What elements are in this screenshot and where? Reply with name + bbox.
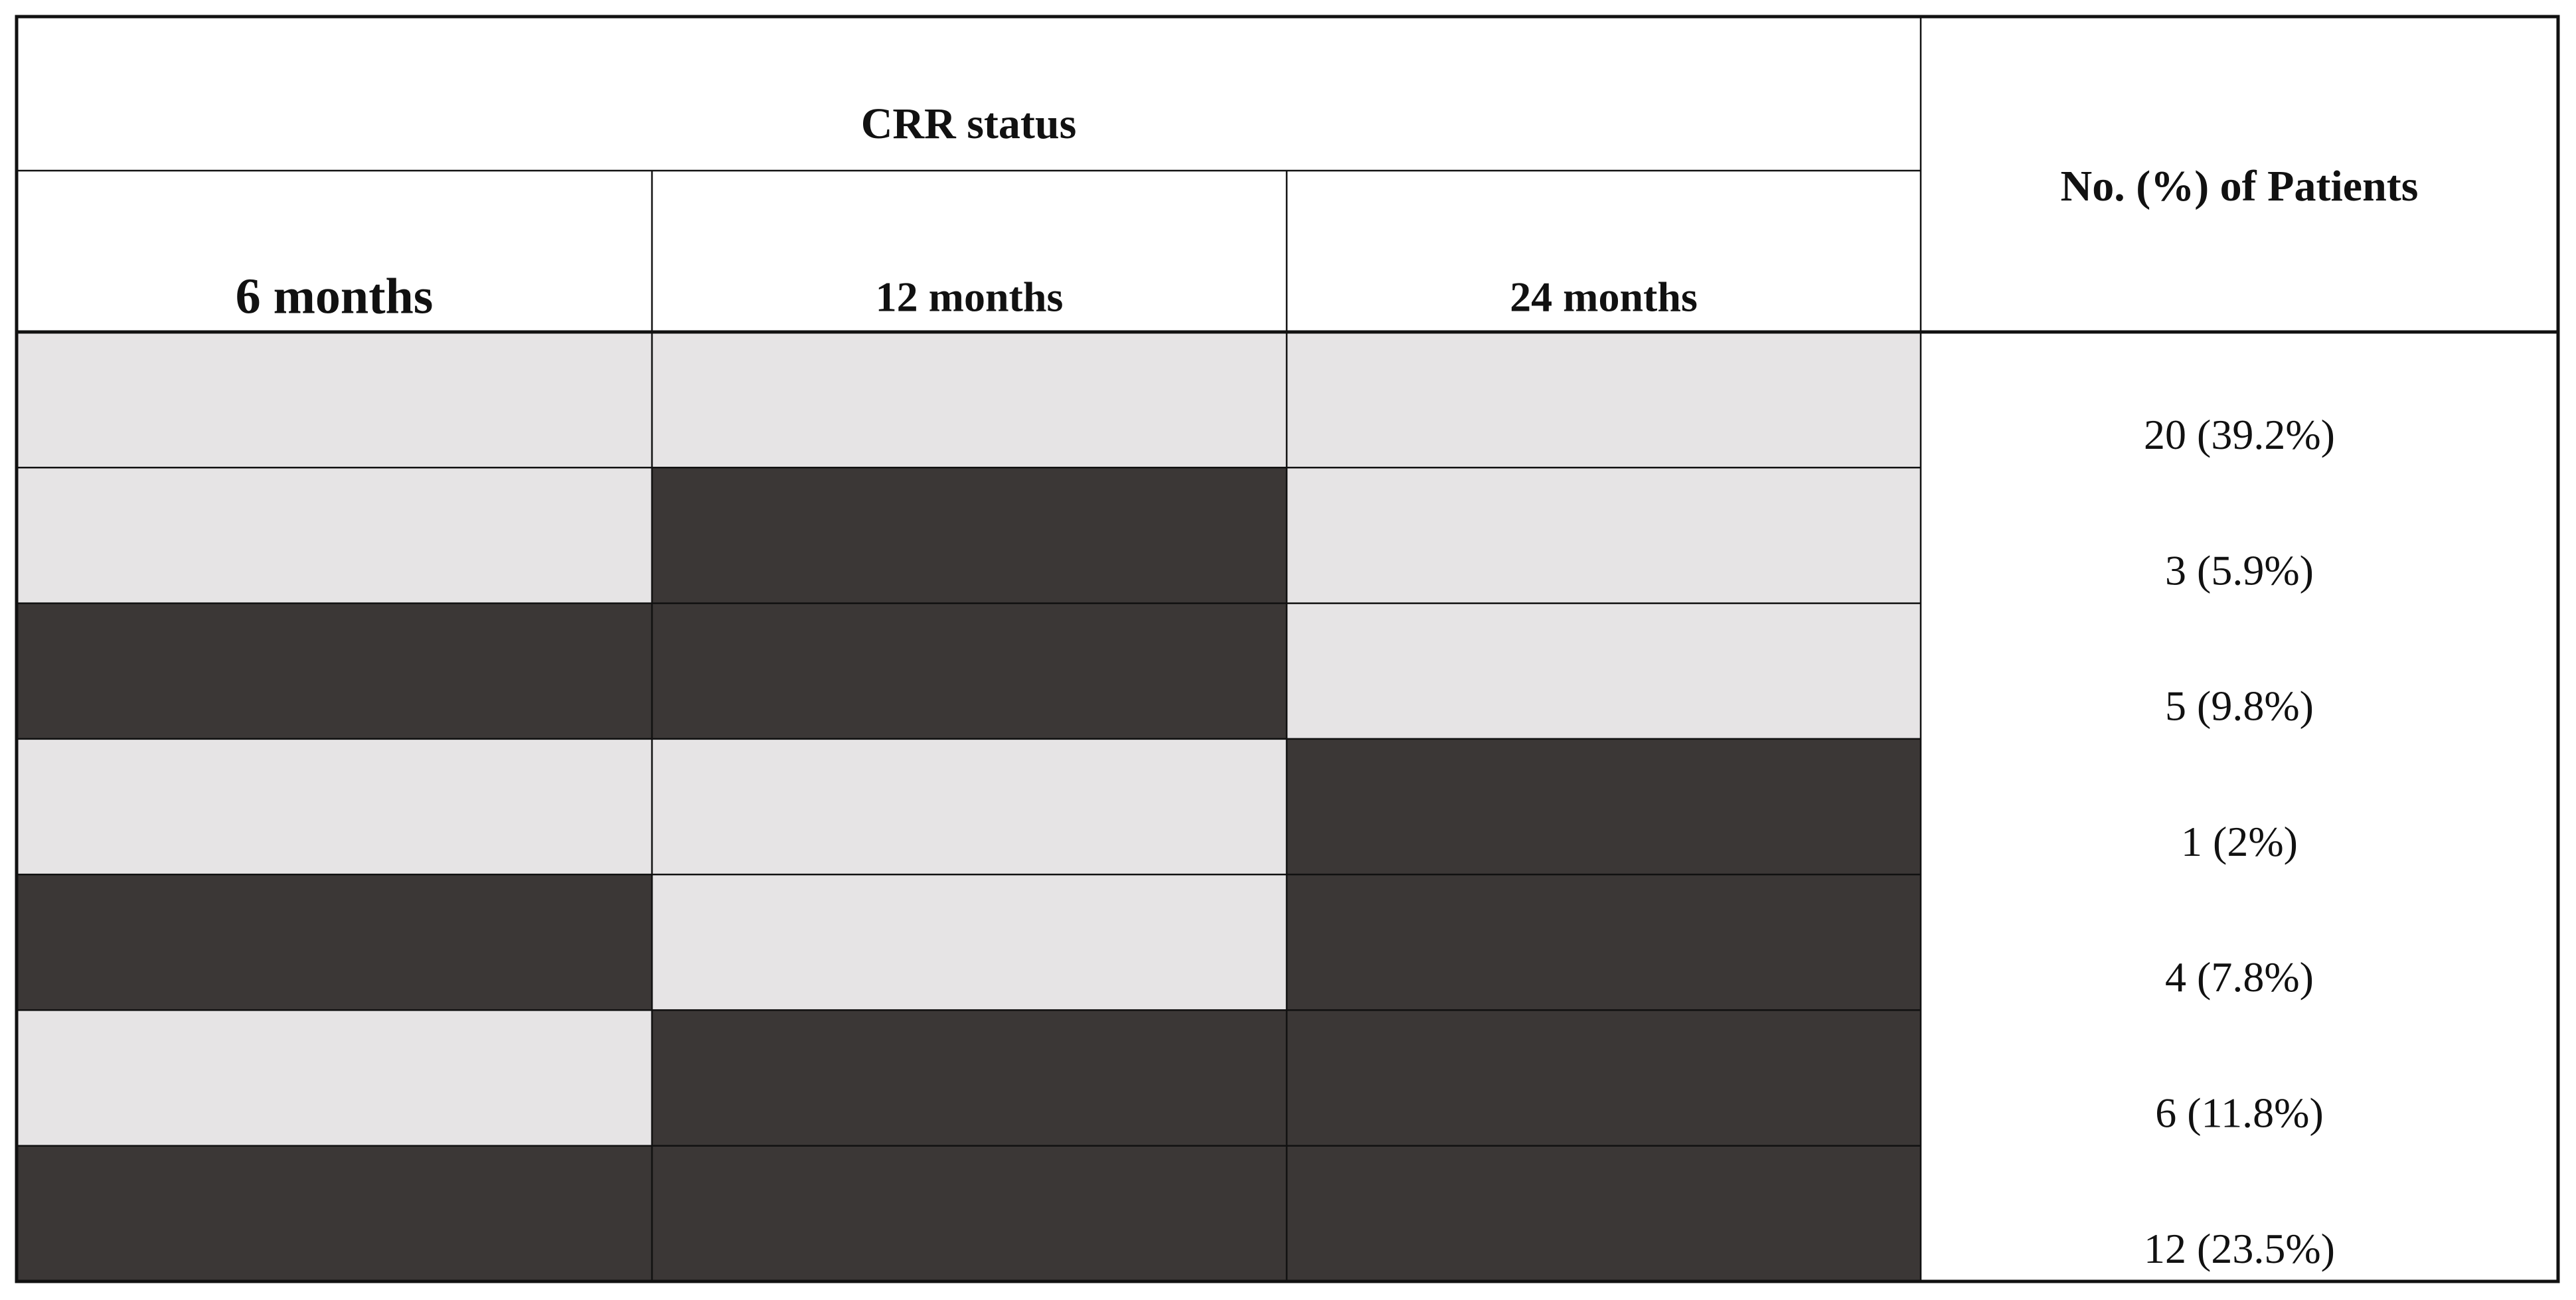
body-cells [17, 332, 1921, 1281]
status-cell [652, 1145, 1287, 1281]
column-header: 6 months [236, 268, 434, 324]
status-cell [17, 1145, 652, 1281]
status-cell [17, 738, 652, 875]
status-cell [1287, 467, 1921, 604]
column-header: 24 months [1510, 274, 1698, 321]
status-cell [17, 1010, 652, 1146]
status-cell [17, 332, 652, 468]
patients-value: 1 (2%) [2181, 818, 2298, 865]
status-cell [1287, 603, 1921, 739]
patients-value: 3 (5.9%) [2165, 546, 2314, 594]
status-cell [1287, 1010, 1921, 1146]
status-cell [652, 332, 1287, 468]
patients-value: 6 (11.8%) [2155, 1090, 2324, 1137]
status-cell [1287, 1145, 1921, 1281]
status-cell [652, 467, 1287, 604]
column-header: 12 months [876, 274, 1064, 321]
status-cell [652, 1010, 1287, 1146]
status-cell [1287, 874, 1921, 1011]
patients-value: 5 (9.8%) [2165, 683, 2314, 730]
patients-value: 12 (23.5%) [2144, 1225, 2335, 1272]
patients-value: 4 (7.8%) [2165, 953, 2314, 1001]
status-cell [1287, 738, 1921, 875]
status-cell [1287, 332, 1921, 468]
group-title: CRR status [861, 100, 1077, 148]
status-cell [17, 603, 652, 739]
patients-value: 20 (39.2%) [2144, 411, 2335, 458]
status-cell [652, 738, 1287, 875]
patients-title: No. (%) of Patients [2061, 162, 2419, 210]
status-cell [17, 467, 652, 604]
status-cell [652, 874, 1287, 1011]
grid [15, 15, 2560, 1283]
status-cell [17, 874, 652, 1011]
status-cell [652, 603, 1287, 739]
